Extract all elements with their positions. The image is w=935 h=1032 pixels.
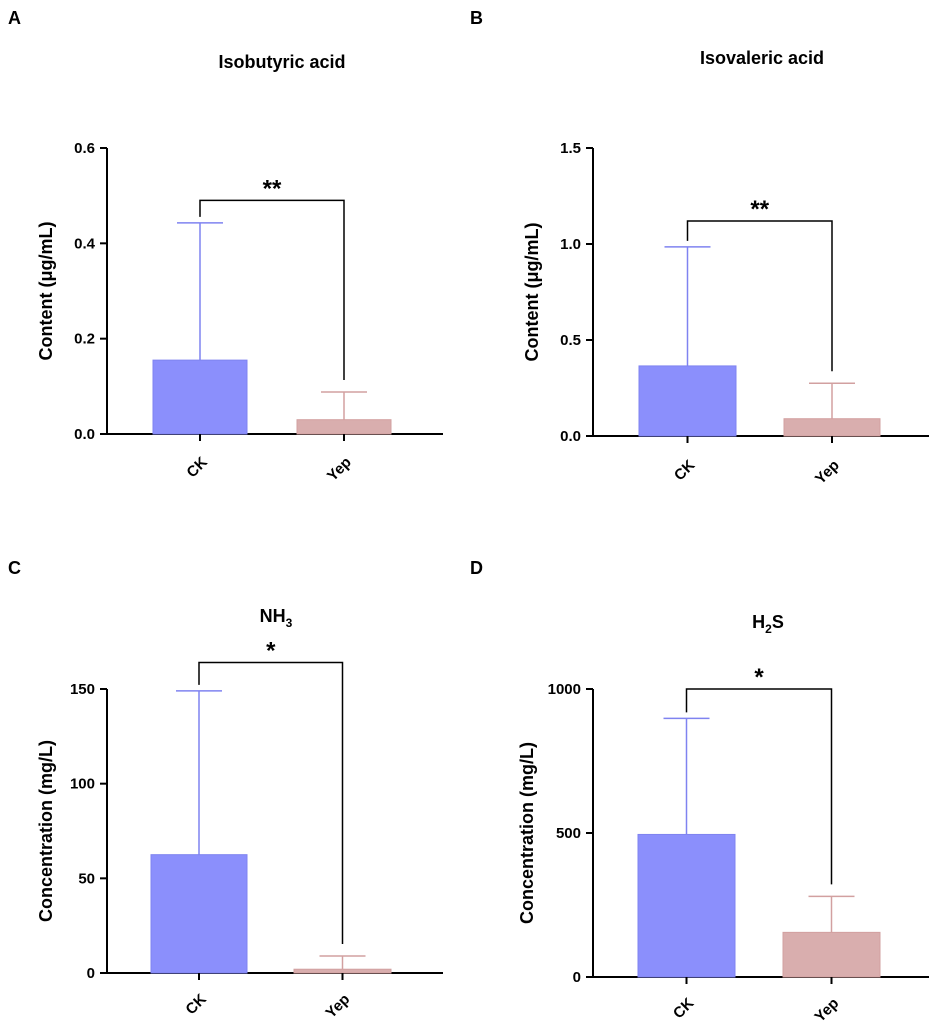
x-tick-label-ck: CK [183,454,210,481]
y-tick-label: 0.0 [560,428,581,445]
x-tick-label-yep: Yep [812,457,843,488]
title-subscript: 3 [286,616,293,630]
panel-letter: C [8,558,21,578]
y-axis-label: Content (μg/mL) [522,223,542,362]
x-tick-label-yep: Yep [811,995,842,1026]
bar-ck [637,833,736,978]
bar-yep [296,419,392,435]
chart-title: Isovaleric acid [700,48,824,68]
significance-bracket [198,661,344,944]
title-main: H [752,612,765,632]
significance-label: ** [750,196,769,223]
significance-bracket [685,688,833,885]
y-tick-label: 0.2 [74,331,95,348]
y-tick-label: 150 [70,681,95,698]
significance-label: * [266,637,276,664]
title-tail: S [772,612,784,632]
bar-ck [638,365,737,437]
y-tick-label: 1.0 [560,236,581,253]
y-tick-label: 50 [78,870,95,887]
significance-label: * [754,664,764,691]
y-tick-label: 0.4 [74,235,96,252]
bar-ck [150,854,248,974]
panel-letter: B [470,8,483,28]
significance-bracket [199,199,345,381]
chart-title: H2S [752,612,784,636]
bar-yep [782,931,881,978]
panel-letter: A [8,8,21,28]
y-axis-label: Concentration (mg/L) [36,740,56,922]
panel-letter: D [470,558,483,578]
chart-title: NH3 [260,606,293,630]
y-axis-label: Content (μg/mL) [36,222,56,361]
title-main: NH [260,606,286,626]
y-tick-label: 1.5 [560,140,581,157]
y-tick-label: 0.6 [74,140,95,157]
y-tick-label: 0.0 [74,426,95,443]
title-subscript: 2 [765,622,772,636]
x-tick-label-ck: CK [670,995,697,1022]
significance-label: ** [263,175,282,202]
y-axis-label: Concentration (mg/L) [517,742,537,924]
chart-panel-c: C NH3 Concentration (mg/L) 0 50 100 150 CK Yep * [8,558,443,1022]
y-tick-label: 0.5 [560,332,581,349]
bar-ck [152,359,248,435]
x-tick-label-yep: Yep [324,454,355,485]
y-tick-label: 0 [87,965,95,982]
x-tick-label-ck: CK [182,991,209,1018]
chart-panel-b: B Isovaleric acid Content (μg/mL) 0.0 0.5 1.0… [470,8,929,488]
y-tick-label: 0 [573,969,581,986]
chart-title: Isobutyric acid [218,52,345,72]
x-tick-label-yep: Yep [322,991,353,1022]
bar-yep [783,418,881,437]
y-tick-label: 100 [70,776,95,793]
y-tick-label: 500 [556,825,581,842]
chart-panel-a: A Isobutyric acid Content (μg/mL) 0.0 0.2 0.4… [8,8,443,485]
x-tick-label-ck: CK [671,457,698,484]
y-tick-label: 1000 [548,681,581,698]
bar-yep [293,968,392,974]
chart-panel-d: D H2S Concentration (mg/L) 0 500 1000 CK Yep * [470,558,929,1026]
significance-bracket [686,220,833,372]
